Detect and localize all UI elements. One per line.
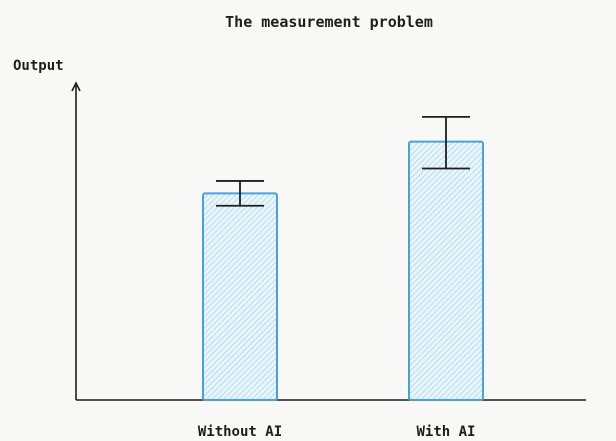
chart-title: The measurement problem — [225, 13, 433, 31]
error-bar-without-ai — [216, 180, 264, 207]
x-tick-label-without-ai: Without AI — [198, 424, 282, 440]
y-axis-arrow — [71, 81, 81, 92]
bar-without-ai — [202, 192, 278, 401]
bars-layer — [202, 115, 484, 402]
category-labels: Without AI With AI — [198, 424, 476, 440]
bar-with-ai — [408, 140, 484, 402]
y-axis — [71, 81, 81, 400]
y-axis-label: Output — [13, 58, 64, 74]
x-tick-label-with-ai: With AI — [416, 424, 475, 440]
error-bar-with-ai — [422, 115, 470, 170]
